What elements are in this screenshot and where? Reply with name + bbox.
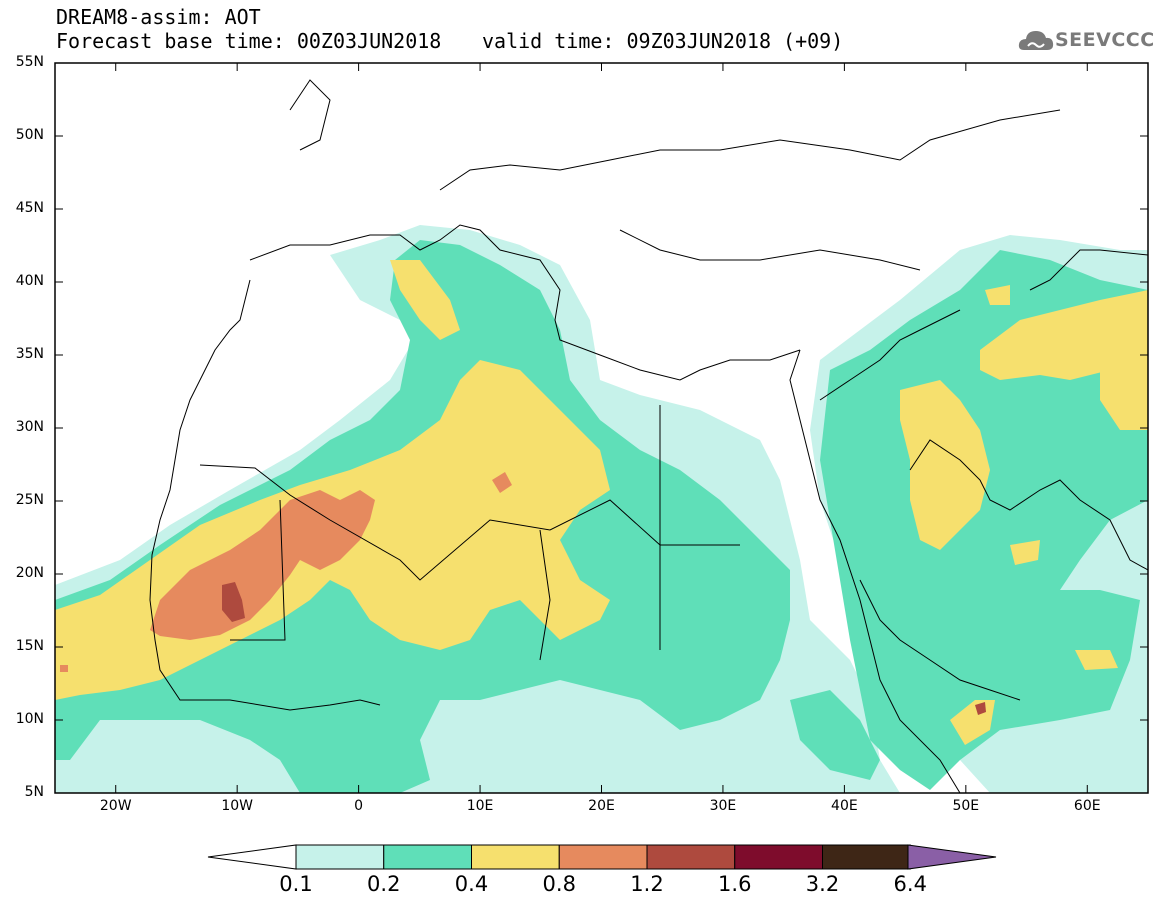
colorbar-swatch (384, 845, 472, 869)
lat-tick-label: 40N (8, 273, 44, 289)
colorbar-low-arrow (208, 845, 296, 869)
lon-tick-label: 40E (819, 798, 869, 814)
colorbar-swatch (823, 845, 911, 869)
lon-tick-label: 20E (577, 798, 627, 814)
colorbar-swatch (296, 845, 384, 869)
colorbar-label: 1.6 (705, 872, 765, 896)
lon-tick-label: 0 (334, 798, 384, 814)
lat-tick-label: 20N (8, 565, 44, 581)
colorbar-label: 6.4 (880, 872, 940, 896)
colorbar-label: 1.2 (617, 872, 677, 896)
colorbar-swatch (559, 845, 647, 869)
colorbar-high-arrow (908, 845, 996, 869)
aot-map (0, 0, 1165, 905)
lon-tick-label: 10W (212, 798, 262, 814)
lat-tick-label: 30N (8, 419, 44, 435)
lat-tick-label: 50N (8, 127, 44, 143)
colorbar-swatch (472, 845, 560, 869)
lat-tick-label: 15N (8, 638, 44, 654)
lat-tick-label: 35N (8, 346, 44, 362)
lon-tick-label: 50E (941, 798, 991, 814)
lon-tick-label: 10E (455, 798, 505, 814)
lon-tick-label: 20W (91, 798, 141, 814)
colorbar-label: 0.2 (354, 872, 414, 896)
colorbar-swatch (647, 845, 735, 869)
colorbar-label: 0.4 (442, 872, 502, 896)
lat-tick-label: 5N (8, 784, 44, 800)
lon-tick-label: 60E (1062, 798, 1112, 814)
colorbar-label: 0.1 (266, 872, 326, 896)
lat-tick-label: 55N (8, 54, 44, 70)
lon-tick-label: 30E (698, 798, 748, 814)
lat-tick-label: 25N (8, 492, 44, 508)
colorbar-swatch (735, 845, 823, 869)
colorbar-label: 3.2 (793, 872, 853, 896)
colorbar-label: 0.8 (529, 872, 589, 896)
lat-tick-label: 45N (8, 200, 44, 216)
colorbar (208, 845, 996, 869)
lat-tick-label: 10N (8, 711, 44, 727)
